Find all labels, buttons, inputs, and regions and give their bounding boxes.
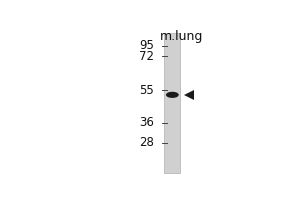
Text: 36: 36 (139, 116, 154, 129)
Text: 28: 28 (139, 136, 154, 149)
Text: 72: 72 (139, 50, 154, 63)
Text: 95: 95 (139, 39, 154, 52)
Bar (164, 33, 181, 173)
Text: m.lung: m.lung (160, 30, 203, 43)
Ellipse shape (166, 92, 179, 98)
Text: 55: 55 (139, 84, 154, 97)
